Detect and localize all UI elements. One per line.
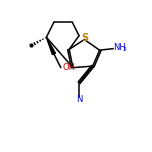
Text: 2: 2 [122,47,126,52]
Text: NH: NH [114,43,126,52]
Text: N: N [76,95,82,104]
Text: S: S [81,33,88,43]
Polygon shape [46,37,55,55]
Text: OH: OH [63,63,76,73]
